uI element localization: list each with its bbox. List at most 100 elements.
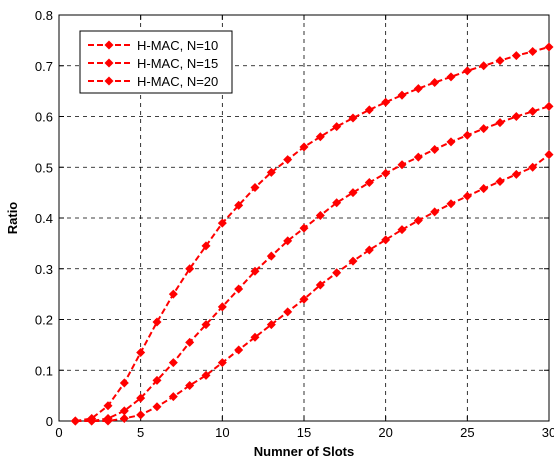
series-line bbox=[75, 153, 550, 422]
data-point bbox=[299, 294, 309, 304]
data-point bbox=[234, 284, 244, 294]
data-point bbox=[136, 393, 146, 403]
data-point bbox=[315, 210, 325, 220]
series-1 bbox=[70, 42, 554, 426]
data-point bbox=[119, 378, 129, 388]
data-point bbox=[87, 416, 97, 426]
data-point bbox=[381, 168, 391, 178]
x-tick-label: 15 bbox=[297, 425, 311, 440]
data-point bbox=[299, 223, 309, 233]
data-point bbox=[479, 184, 489, 194]
data-point bbox=[70, 416, 80, 426]
data-point bbox=[332, 122, 342, 132]
y-tick-label: 0.4 bbox=[35, 211, 53, 226]
data-point bbox=[119, 413, 129, 423]
data-point bbox=[364, 177, 374, 187]
data-point bbox=[234, 345, 244, 355]
data-point bbox=[152, 375, 162, 385]
y-tick-label: 0.8 bbox=[35, 8, 53, 23]
series-line bbox=[75, 46, 550, 422]
data-point bbox=[430, 144, 440, 154]
y-tick-label: 0.6 bbox=[35, 110, 53, 125]
data-point bbox=[511, 51, 521, 61]
data-point bbox=[283, 155, 293, 165]
data-point bbox=[544, 101, 554, 111]
data-point bbox=[201, 320, 211, 330]
data-point bbox=[528, 162, 538, 172]
data-point bbox=[185, 264, 195, 274]
y-tick-label: 0.7 bbox=[35, 59, 53, 74]
x-tick-label: 25 bbox=[460, 425, 474, 440]
data-point bbox=[299, 142, 309, 152]
data-point bbox=[168, 392, 178, 402]
x-tick-label: 5 bbox=[137, 425, 144, 440]
legend-marker bbox=[104, 76, 114, 86]
legend-box bbox=[79, 30, 233, 94]
data-point bbox=[283, 236, 293, 246]
data-point bbox=[479, 124, 489, 134]
data-point bbox=[364, 105, 374, 115]
data-point bbox=[201, 241, 211, 251]
series-line bbox=[75, 105, 550, 422]
data-series bbox=[70, 42, 554, 426]
data-point bbox=[217, 218, 227, 228]
data-point bbox=[185, 337, 195, 347]
axis-ticks: 0 5 10 15 20 25 30 0 0.1 0.2 0.3 0.4 0.5 0.6 0.7 0.8 bbox=[35, 8, 554, 440]
y-tick-label: 0.3 bbox=[35, 262, 53, 277]
data-point bbox=[250, 183, 260, 193]
data-point bbox=[201, 370, 211, 380]
data-point bbox=[185, 380, 195, 390]
x-tick-label: 30 bbox=[542, 425, 554, 440]
data-point bbox=[413, 216, 423, 226]
data-point bbox=[381, 97, 391, 107]
y-tick-label: 0.2 bbox=[35, 313, 53, 328]
data-point bbox=[381, 235, 391, 245]
data-point bbox=[348, 188, 358, 198]
data-point bbox=[462, 66, 472, 76]
legend-marker bbox=[104, 40, 114, 50]
data-point bbox=[250, 332, 260, 342]
data-point bbox=[168, 289, 178, 299]
data-point bbox=[430, 207, 440, 217]
data-point bbox=[315, 132, 325, 142]
legend-marker bbox=[104, 58, 114, 68]
x-tick-label: 0 bbox=[55, 425, 62, 440]
series-3 bbox=[70, 150, 554, 426]
data-point bbox=[136, 347, 146, 357]
data-point bbox=[511, 169, 521, 179]
data-point bbox=[479, 61, 489, 71]
data-point bbox=[152, 402, 162, 412]
data-point bbox=[103, 401, 113, 411]
x-axis-label: Numner of Slots bbox=[254, 444, 354, 459]
data-point bbox=[495, 118, 505, 128]
data-point bbox=[544, 42, 554, 52]
data-point bbox=[217, 358, 227, 368]
data-point bbox=[234, 200, 244, 210]
data-point bbox=[103, 416, 113, 426]
data-point bbox=[413, 152, 423, 162]
y-axis-label: Ratio bbox=[5, 202, 20, 235]
data-point bbox=[413, 84, 423, 94]
data-point bbox=[528, 106, 538, 116]
data-point bbox=[266, 251, 276, 261]
data-point bbox=[495, 176, 505, 186]
data-point bbox=[462, 130, 472, 140]
data-point bbox=[250, 266, 260, 276]
y-tick-label: 0.5 bbox=[35, 160, 53, 175]
data-point bbox=[446, 72, 456, 82]
data-point bbox=[430, 77, 440, 88]
data-point bbox=[397, 90, 407, 100]
data-point bbox=[283, 307, 293, 317]
data-point bbox=[495, 56, 505, 66]
legend-label: H-MAC, N=20 bbox=[137, 74, 218, 89]
data-point bbox=[152, 317, 162, 327]
data-point bbox=[528, 47, 538, 57]
legend-label: H-MAC, N=10 bbox=[137, 38, 218, 53]
data-point bbox=[397, 160, 407, 170]
data-point bbox=[136, 410, 146, 420]
data-point bbox=[348, 113, 358, 123]
series-2 bbox=[70, 101, 554, 426]
x-tick-label: 10 bbox=[215, 425, 229, 440]
data-point bbox=[266, 320, 276, 330]
legend-item: H-MAC, N=15 bbox=[88, 56, 218, 71]
